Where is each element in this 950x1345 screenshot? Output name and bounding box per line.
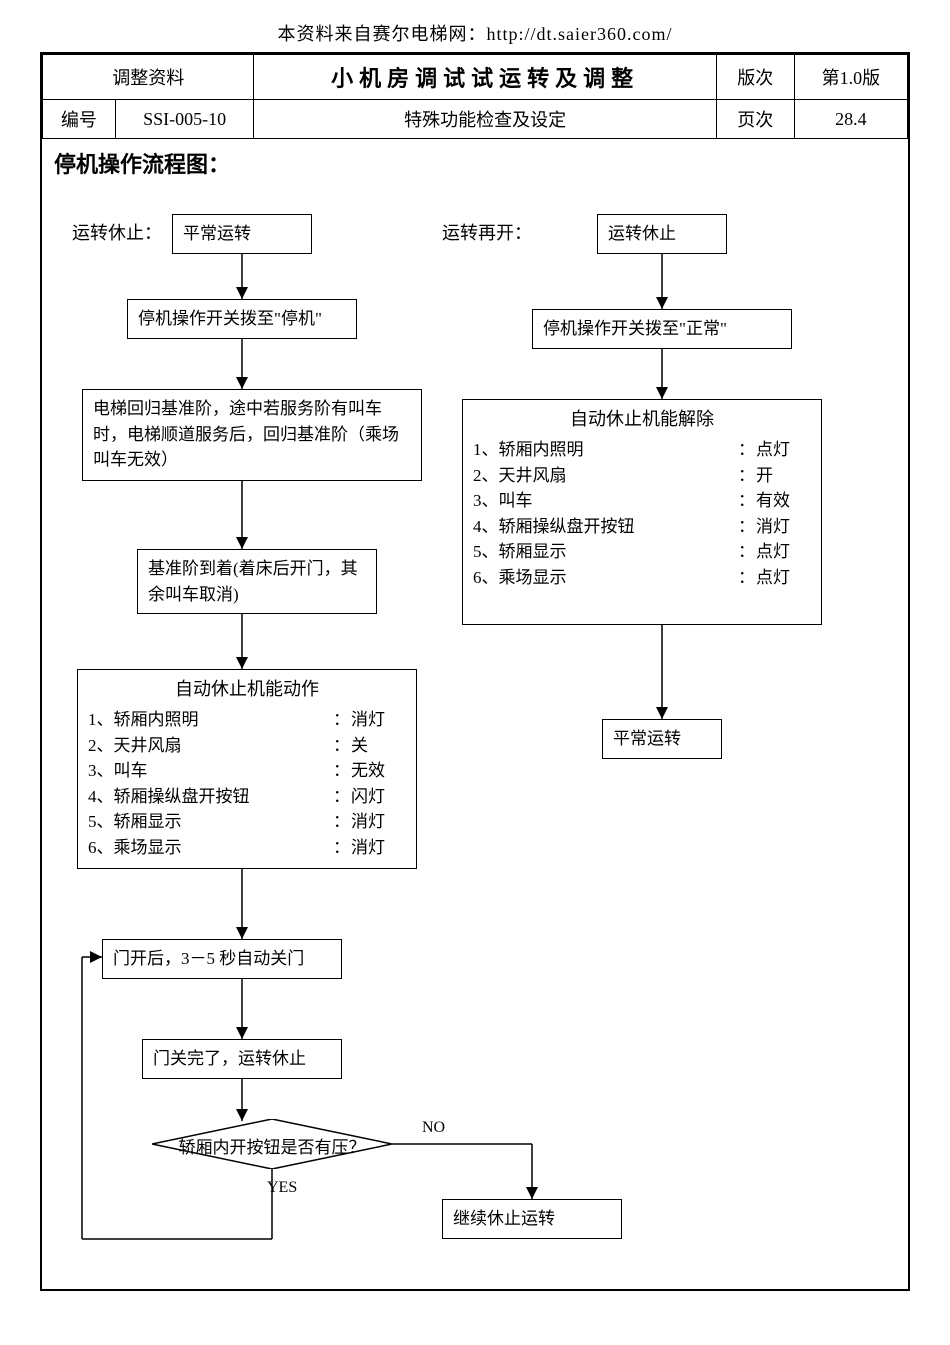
- node-switch-to-stop: 停机操作开关拨至"停机": [127, 299, 357, 339]
- section-title: 停机操作流程图：: [42, 139, 908, 179]
- hdr-page-value: 28.4: [794, 100, 907, 139]
- node-auto-stop-release: 自动休止机能解除 1、轿厢内照明：点灯2、天井风扇：开3、叫车：有效4、轿厢操纵…: [462, 399, 822, 625]
- auto-release-list: 1、轿厢内照明：点灯2、天井风扇：开3、叫车：有效4、轿厢操纵盘开按钮：消灯5、…: [473, 437, 811, 590]
- hdr-version-label: 版次: [716, 55, 794, 100]
- node-door-closed-stop: 门关完了，运转休止: [142, 1039, 342, 1079]
- node-door-auto-close: 门开后，3－5 秒自动关门: [102, 939, 342, 979]
- node-run-stop: 运转休止: [597, 214, 727, 254]
- list-item: 2、天井风扇：开: [473, 463, 811, 489]
- list-item: 1、轿厢内照明：消灯: [88, 707, 406, 733]
- auto-release-title: 自动休止机能解除: [473, 406, 811, 433]
- left-column-label: 运转休止：: [72, 219, 162, 245]
- header-table: 调整资料 小机房调试试运转及调整 版次 第1.0版 编号 SSI-005-10 …: [42, 54, 908, 139]
- node-auto-stop-action: 自动休止机能动作 1、轿厢内照明：消灯2、天井风扇：关3、叫车：无效4、轿厢操纵…: [77, 669, 417, 869]
- auto-stop-title: 自动休止机能动作: [88, 676, 406, 703]
- node-base-arrive: 基准阶到着(着床后开门，其余叫车取消): [137, 549, 377, 614]
- hdr-main-title: 小机房调试试运转及调整: [254, 55, 716, 100]
- hdr-number-value: SSI-005-10: [115, 100, 254, 139]
- source-line: 本资料来自赛尔电梯网：http://dt.saier360.com/: [40, 20, 910, 46]
- node-return-base: 电梯回归基准阶，途中若服务阶有叫车时，电梯顺道服务后，回归基准阶（乘场叫车无效）: [82, 389, 422, 481]
- list-item: 3、叫车：无效: [88, 758, 406, 784]
- list-item: 5、轿厢显示：点灯: [473, 539, 811, 565]
- decision-text: 轿厢内开按钮是否有压？: [152, 1133, 392, 1158]
- node-normal-run: 平常运转: [172, 214, 312, 254]
- branch-yes-label: YES: [267, 1179, 297, 1197]
- list-item: 4、轿厢操纵盘开按钮：闪灯: [88, 784, 406, 810]
- hdr-adjust-data: 调整资料: [43, 55, 254, 100]
- auto-stop-list: 1、轿厢内照明：消灯2、天井风扇：关3、叫车：无效4、轿厢操纵盘开按钮：闪灯5、…: [88, 707, 406, 860]
- list-item: 6、乘场显示：点灯: [473, 565, 811, 591]
- node-normal-run-resume: 平常运转: [602, 719, 722, 759]
- list-item: 6、乘场显示：消灯: [88, 835, 406, 861]
- flowchart-area: 运转休止： 运转再开： 平常运转 停机操作开关拨至"停机" 电梯回归基准阶，途中…: [42, 179, 908, 1289]
- document-frame: 调整资料 小机房调试试运转及调整 版次 第1.0版 编号 SSI-005-10 …: [40, 52, 910, 1291]
- list-item: 5、轿厢显示：消灯: [88, 809, 406, 835]
- right-column-label: 运转再开：: [442, 219, 532, 245]
- list-item: 3、叫车：有效: [473, 488, 811, 514]
- list-item: 1、轿厢内照明：点灯: [473, 437, 811, 463]
- hdr-version-value: 第1.0版: [794, 55, 907, 100]
- page-root: 本资料来自赛尔电梯网：http://dt.saier360.com/ 调整资料 …: [40, 20, 910, 1291]
- list-item: 4、轿厢操纵盘开按钮：消灯: [473, 514, 811, 540]
- node-continue-stop: 继续休止运转: [442, 1199, 622, 1239]
- list-item: 2、天井风扇：关: [88, 733, 406, 759]
- branch-no-label: NO: [422, 1119, 445, 1137]
- hdr-page-label: 页次: [716, 100, 794, 139]
- hdr-number-label: 编号: [43, 100, 116, 139]
- hdr-subtitle: 特殊功能检查及设定: [254, 100, 716, 139]
- node-switch-to-normal: 停机操作开关拨至"正常": [532, 309, 792, 349]
- decision-open-button-pressed: 轿厢内开按钮是否有压？: [152, 1119, 392, 1169]
